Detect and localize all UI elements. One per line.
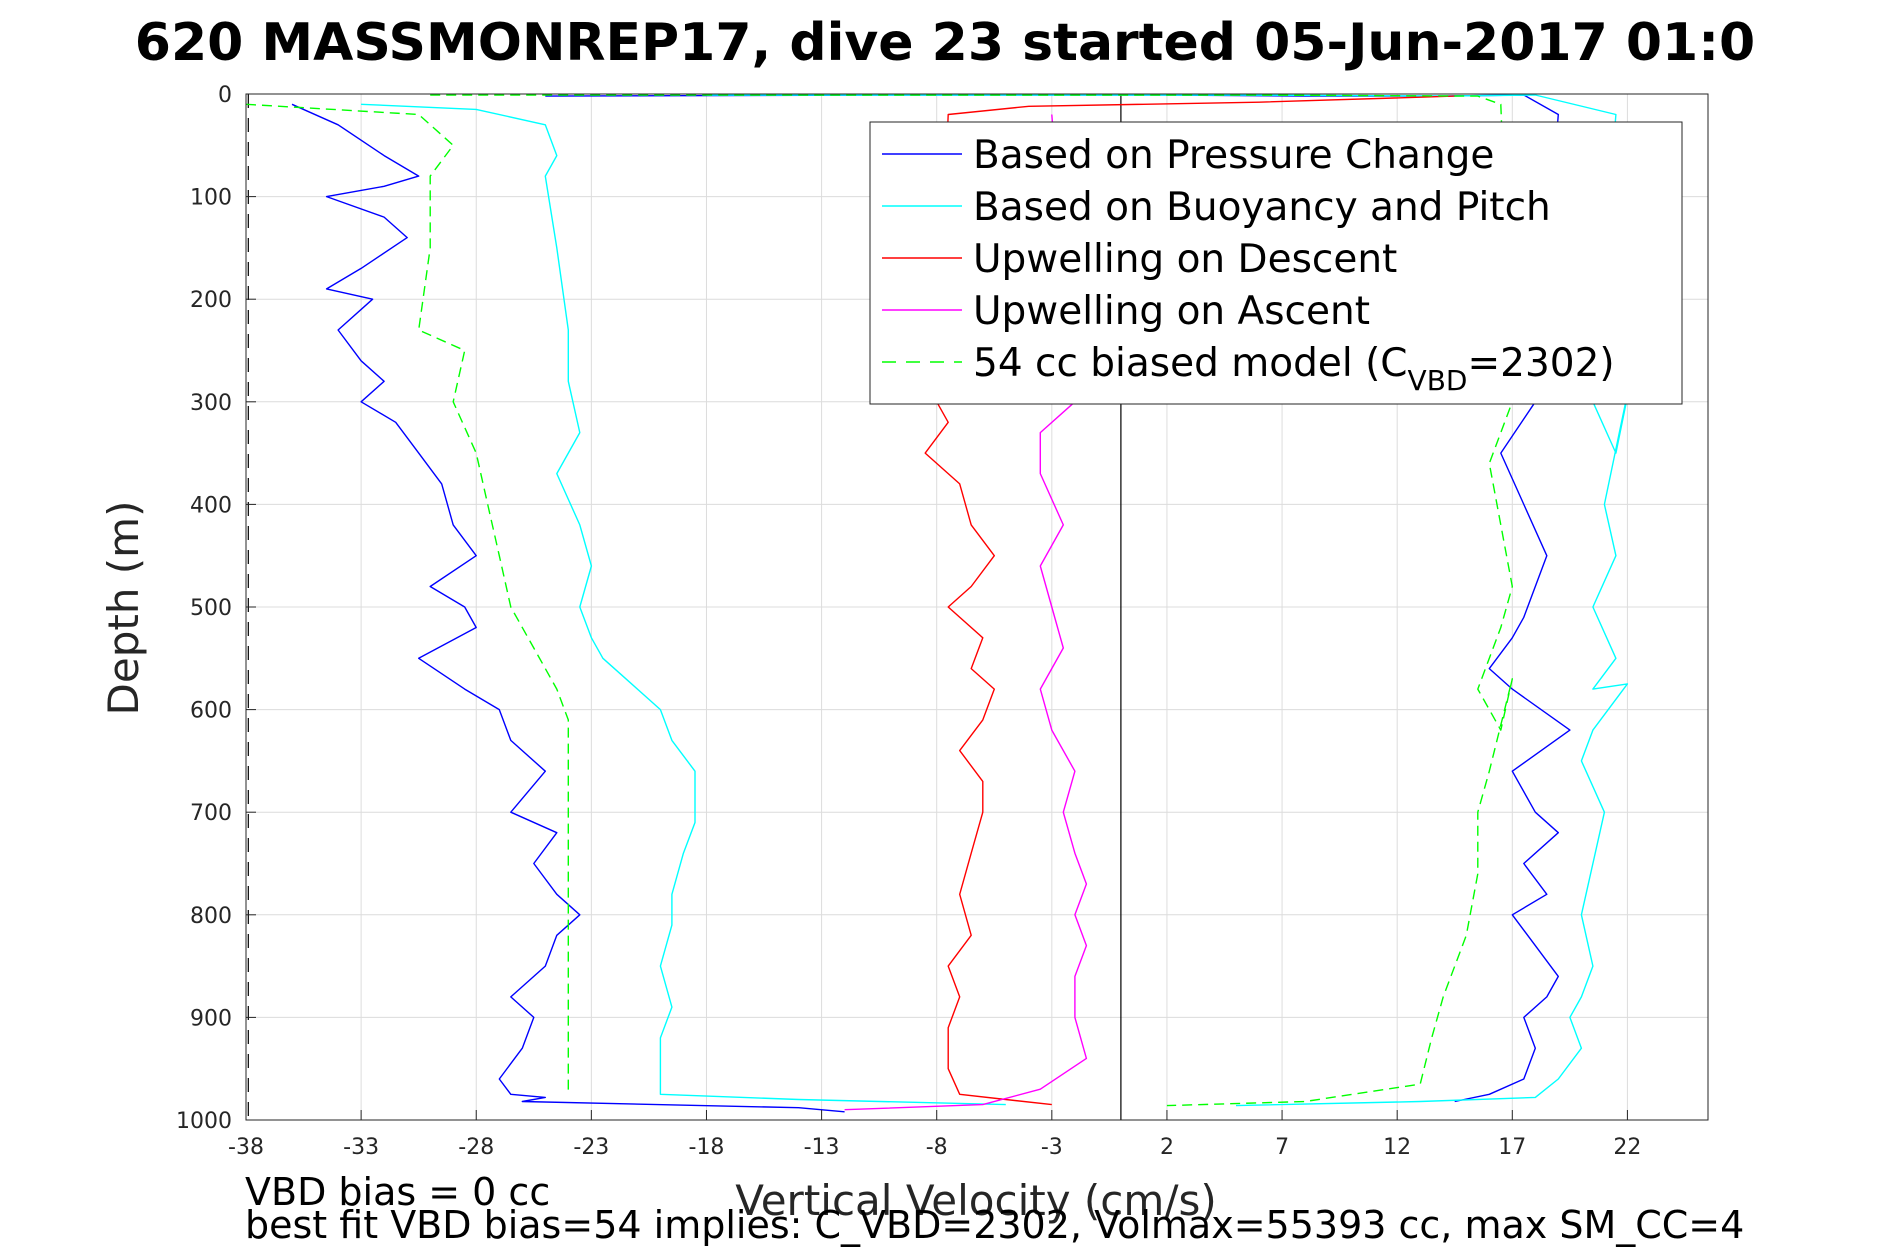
x-tick-label: -18 xyxy=(689,1135,725,1160)
series-line-3 xyxy=(844,114,1088,1111)
x-tick-label: -33 xyxy=(343,1135,379,1160)
series-line-0 xyxy=(291,103,845,1113)
legend-entry: 54 cc biased model (CVBD=2302) xyxy=(973,341,1615,397)
series-line-2 xyxy=(924,95,1455,1106)
x-tick-label: -3 xyxy=(1041,1135,1063,1160)
series-line-1 xyxy=(361,103,1006,1106)
x-axis-label: Vertical Velocity (cm/s) xyxy=(735,1176,1216,1225)
legend: Based on Pressure Change Based on Buoyanc… xyxy=(869,121,1683,405)
x-tick-label: 12 xyxy=(1383,1135,1411,1160)
legend-entry: Based on Buoyancy and Pitch xyxy=(973,185,1551,230)
x-tick-label: -23 xyxy=(573,1135,609,1160)
y-axis-label: Depth (m) xyxy=(99,501,148,716)
vbd-bias-note: VBD bias = 0 cc xyxy=(245,1170,550,1214)
y-tick-label: 0 xyxy=(218,83,232,108)
x-tick-label: -8 xyxy=(926,1135,948,1160)
x-tick-label: 17 xyxy=(1498,1135,1526,1160)
y-tick-label: 600 xyxy=(190,699,232,724)
legend-box xyxy=(869,121,1683,405)
x-tick-label: -38 xyxy=(228,1135,264,1160)
y-tick-label: 700 xyxy=(190,801,232,826)
y-tick-label: 200 xyxy=(190,288,232,313)
legend-entry-suffix: =2302) xyxy=(1467,341,1614,386)
chart-title: 620 MASSMONREP17, dive 23 started 05-Jun… xyxy=(135,13,1755,73)
legend-entry-text: 54 cc biased model (C xyxy=(973,341,1408,386)
y-tick-label: 100 xyxy=(190,186,232,211)
legend-entry: Upwelling on Ascent xyxy=(973,289,1370,334)
legend-entry-subscript: VBD xyxy=(1408,364,1468,397)
legend-entry: Upwelling on Descent xyxy=(973,237,1397,282)
legend-entry: Based on Pressure Change xyxy=(973,133,1494,178)
plot-frame xyxy=(245,93,1709,1121)
series-line-1-segment-0 xyxy=(706,94,1663,1107)
best-fit-note: best fit VBD bias=54 implies: C_VBD=2302… xyxy=(245,1203,1744,1247)
x-tick-label: 2 xyxy=(1160,1135,1174,1160)
y-tick-label: 400 xyxy=(190,493,232,518)
y-tick-label: 800 xyxy=(190,904,232,929)
x-tick-label: 7 xyxy=(1275,1135,1289,1160)
x-tick-label: -28 xyxy=(458,1135,494,1160)
series-line-4 xyxy=(245,103,569,1095)
y-tick-label: 900 xyxy=(190,1006,232,1031)
y-tick-label: 1000 xyxy=(176,1109,232,1134)
x-tick-label: 22 xyxy=(1613,1135,1641,1160)
axis-ticks: -38 -33 -28 -23 -18 -13 -8 -3 2 7 12 17 22 0 100 200 300… xyxy=(176,83,1641,1160)
series-layer xyxy=(245,94,1663,1120)
series-line-4-segment-0 xyxy=(430,94,1514,1107)
x-tick-label: -13 xyxy=(804,1135,840,1160)
y-tick-label: 300 xyxy=(190,391,232,416)
y-tick-label: 500 xyxy=(190,596,232,621)
